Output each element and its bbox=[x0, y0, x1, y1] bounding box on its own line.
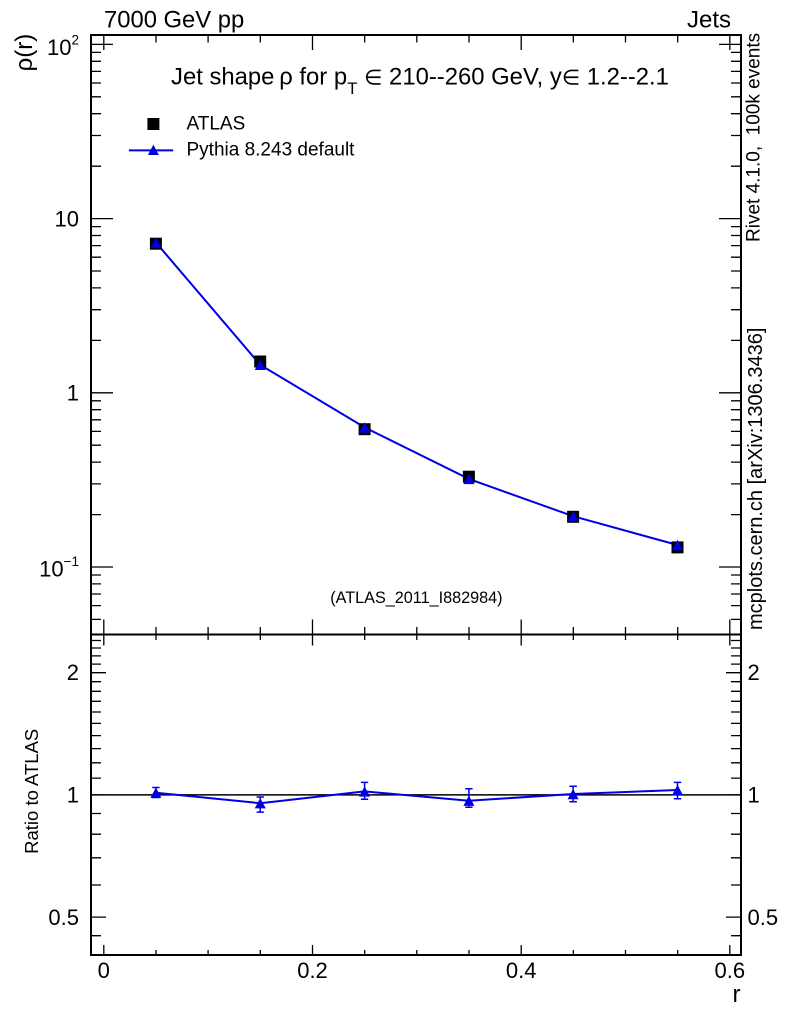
svg-text:7000 GeV pp: 7000 GeV pp bbox=[104, 7, 244, 34]
svg-text:(ATLAS_2011_I882984): (ATLAS_2011_I882984) bbox=[330, 589, 502, 607]
svg-text:Jets: Jets bbox=[687, 7, 731, 34]
svg-text:0.6: 0.6 bbox=[715, 958, 746, 983]
svg-text:0.4: 0.4 bbox=[506, 958, 537, 983]
svg-text:10: 10 bbox=[55, 207, 79, 232]
svg-text:Ratio to ATLAS: Ratio to ATLAS bbox=[21, 729, 42, 854]
svg-text:1: 1 bbox=[748, 782, 760, 807]
svg-text:0: 0 bbox=[98, 958, 110, 983]
svg-text:Pythia 8.243 default: Pythia 8.243 default bbox=[187, 140, 356, 161]
svg-text:ATLAS: ATLAS bbox=[187, 114, 246, 135]
svg-text:0.2: 0.2 bbox=[297, 958, 328, 983]
svg-text:1: 1 bbox=[67, 782, 79, 807]
svg-text:2: 2 bbox=[748, 660, 760, 685]
svg-text:0.5: 0.5 bbox=[48, 905, 79, 930]
svg-text:ρ(r): ρ(r) bbox=[11, 34, 38, 72]
svg-text:0.5: 0.5 bbox=[748, 905, 779, 930]
svg-text:1: 1 bbox=[67, 380, 79, 405]
svg-text:mcplots.cern.ch [arXiv:1306.34: mcplots.cern.ch [arXiv:1306.3436] bbox=[745, 328, 767, 630]
svg-text:2: 2 bbox=[67, 660, 79, 685]
svg-text:Rivet 4.1.0, 100k events: Rivet 4.1.0, 100k events bbox=[744, 33, 765, 242]
svg-text:r: r bbox=[733, 981, 741, 1008]
